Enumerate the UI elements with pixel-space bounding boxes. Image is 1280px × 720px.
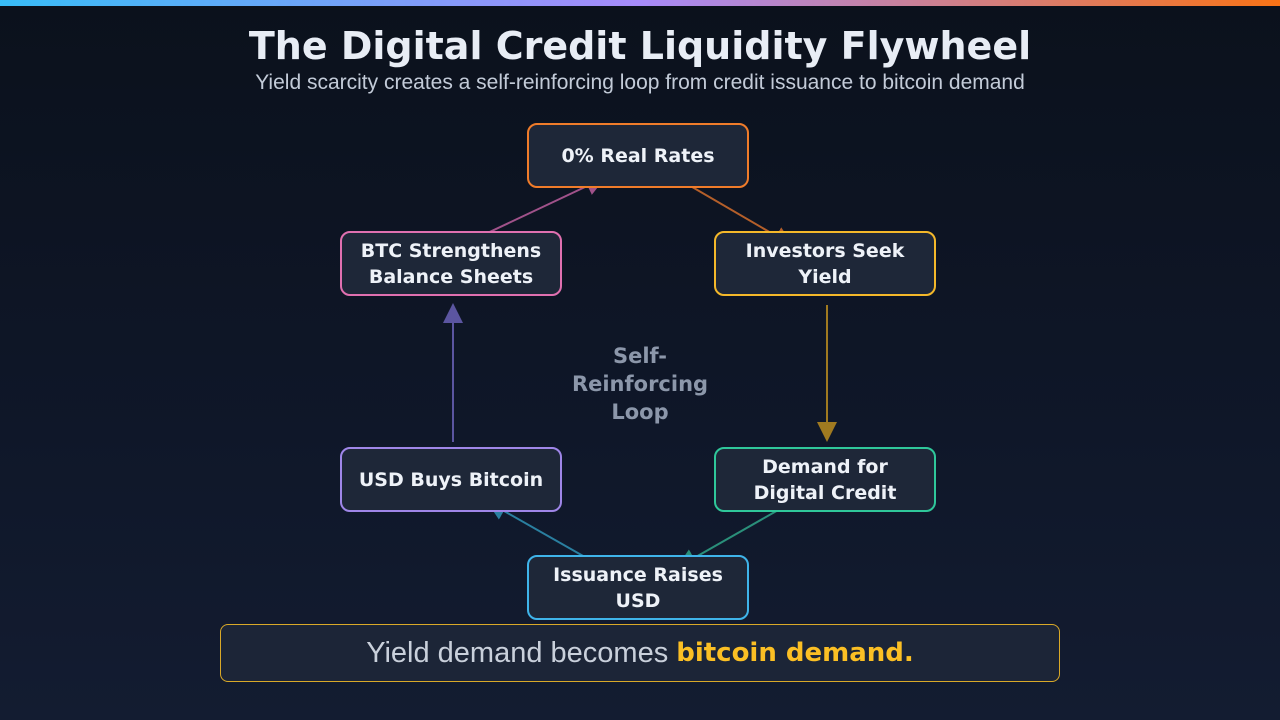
footer-text: Yield demand becomes — [366, 636, 669, 669]
node-investors-seek-yield: Investors Seek Yield — [714, 231, 936, 296]
node-label: Issuance Raises USD — [553, 563, 723, 612]
node-demand-digital-credit: Demand for Digital Credit — [714, 447, 936, 512]
node-real-rates: 0% Real Rates — [527, 123, 749, 188]
accent-bar — [0, 0, 1280, 6]
center-label: Self-Reinforcing Loop — [571, 344, 709, 424]
page-title: The Digital Credit Liquidity Flywheel — [248, 24, 1032, 68]
node-usd-buys-bitcoin: USD Buys Bitcoin — [340, 447, 562, 512]
node-btc-strengthens: BTC Strengthens Balance Sheets — [340, 231, 562, 296]
node-label: 0% Real Rates — [561, 144, 715, 167]
page-subtitle: Yield scarcity creates a self-reinforcin… — [255, 71, 1025, 94]
node-label: USD Buys Bitcoin — [358, 468, 544, 491]
footer-callout: Yield demand becomes bitcoin demand. — [220, 624, 1060, 682]
node-label: BTC Strengthens Balance Sheets — [360, 239, 542, 288]
node-issuance-raises-usd: Issuance Raises USD — [527, 555, 749, 620]
footer-highlight: bitcoin demand. — [676, 638, 914, 668]
node-label: Investors Seek Yield — [745, 239, 905, 288]
node-label: Demand for Digital Credit — [753, 455, 897, 504]
